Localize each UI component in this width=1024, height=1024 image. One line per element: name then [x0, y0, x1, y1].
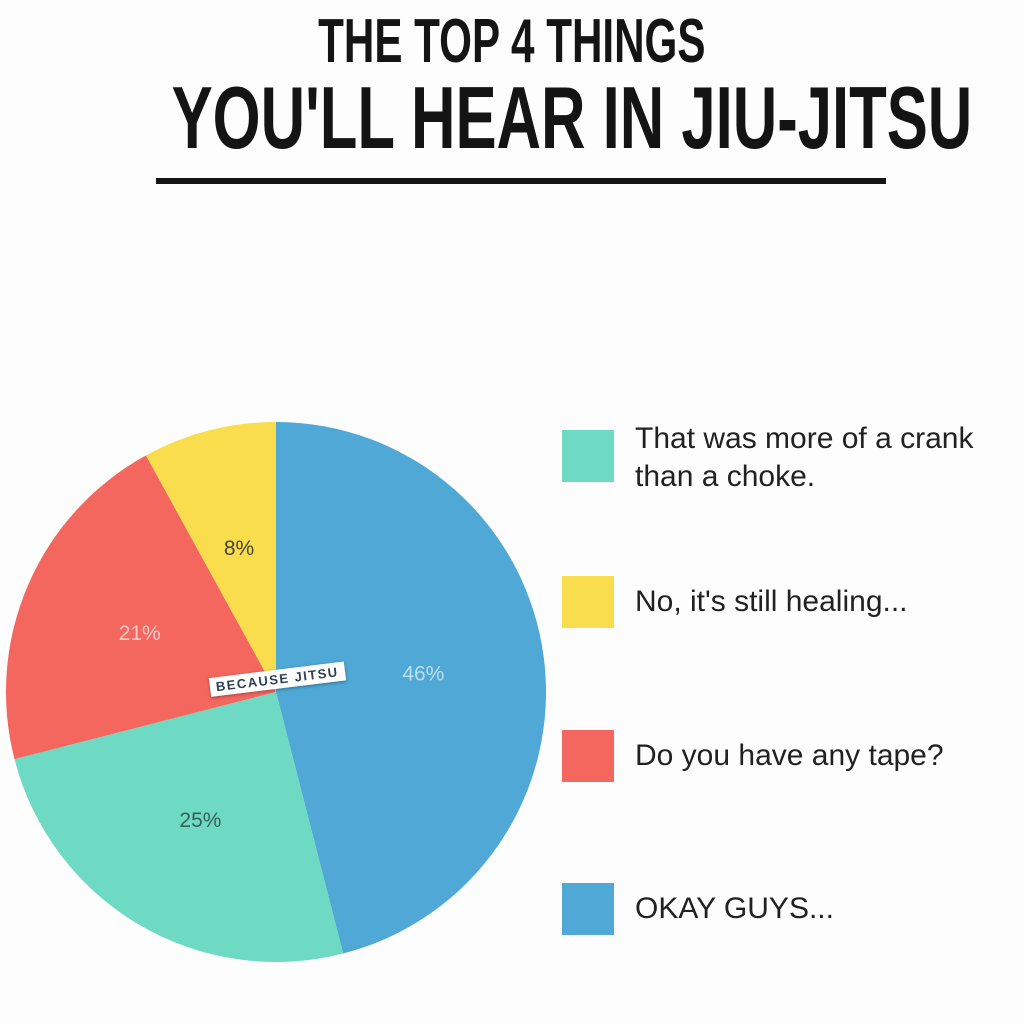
legend-item-tape: Do you have any tape?	[562, 729, 944, 782]
page-title-line-1-text: THE TOP 4 THINGS	[318, 7, 706, 76]
legend-swatch-red	[562, 729, 614, 782]
legend-swatch-blue	[562, 882, 614, 935]
pie-percent-label: 25%	[179, 809, 221, 832]
legend-label: That was more of a crank than a choke.	[635, 422, 974, 493]
pie-percent-label: 8%	[224, 537, 254, 560]
legend-item-crank: That was more of a crank than a choke.	[562, 420, 973, 496]
pie-percent-label: 46%	[402, 662, 444, 685]
legend-item-healing: No, it's still healing...	[562, 575, 908, 628]
legend-label: OKAY GUYS...	[635, 891, 834, 925]
page-title-line-2-text: YOU'LL HEAR IN JIU-JITSU	[171, 68, 973, 167]
legend-swatch-teal	[562, 430, 614, 482]
title-underline	[156, 178, 886, 184]
page-title-line-1: THE TOP 4 THINGS	[0, 6, 1024, 78]
legend-label: No, it's still healing...	[635, 584, 908, 618]
pie-percent-label: 21%	[119, 622, 161, 645]
page-title-line-2: YOU'LL HEAR IN JIU-JITSU	[0, 74, 1024, 162]
pie-slice-1	[14, 692, 344, 962]
legend-swatch-yellow	[562, 575, 614, 628]
legend-item-okay-guys: OKAY GUYS...	[562, 882, 834, 935]
legend-label: Do you have any tape?	[635, 738, 944, 772]
pie-chart: 46% 25% 21% 8%	[6, 422, 546, 962]
pie-slice-0	[276, 422, 546, 954]
pie-slice-3	[145, 422, 276, 692]
pie-slice-2	[6, 455, 276, 760]
